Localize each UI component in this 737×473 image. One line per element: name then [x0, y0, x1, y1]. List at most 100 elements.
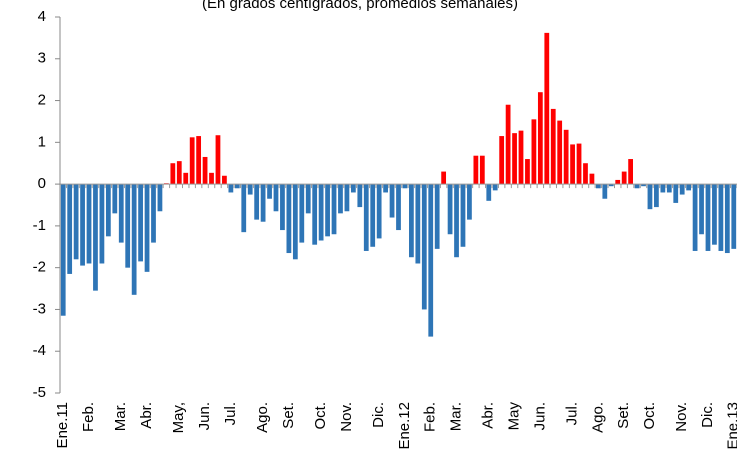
bar — [202, 156, 208, 185]
y-tick-label: 2 — [38, 92, 46, 109]
bar — [215, 135, 221, 185]
bar — [383, 184, 388, 193]
x-tick-label: Mar. — [447, 402, 464, 431]
x-tick-label: Dic. — [370, 402, 387, 428]
bar — [241, 184, 247, 233]
bar — [525, 159, 530, 185]
bar — [505, 104, 511, 185]
bar — [673, 184, 679, 203]
x-tick-label: Feb. — [80, 402, 97, 432]
x-tick-label: Feb. — [422, 402, 439, 432]
bar — [209, 172, 214, 185]
y-tick-label: -2 — [33, 259, 46, 276]
bar — [144, 184, 150, 272]
x-tick-label: Jun. — [196, 402, 213, 430]
bar — [570, 144, 575, 185]
bar — [583, 163, 588, 185]
bar — [305, 184, 311, 214]
bar — [608, 184, 614, 187]
bar — [292, 184, 298, 260]
bar — [409, 184, 414, 258]
x-tick-label: Ene.11 — [54, 402, 71, 448]
x-tick-label: Abr. — [138, 402, 155, 429]
x-tick-label: Abr. — [480, 402, 497, 429]
bar — [350, 184, 356, 193]
x-tick-label: Jul. — [564, 402, 581, 425]
bar — [228, 184, 234, 193]
bar — [267, 184, 272, 199]
bar — [699, 184, 704, 235]
bar — [402, 184, 408, 189]
bar — [557, 120, 563, 185]
bar — [273, 184, 279, 212]
bar — [299, 184, 305, 243]
bar — [544, 32, 550, 185]
bar — [454, 184, 459, 258]
bar — [441, 171, 447, 185]
x-tick-label: May, — [170, 402, 187, 433]
bar — [537, 92, 543, 185]
bar — [112, 184, 118, 214]
bar — [518, 130, 524, 185]
bar — [118, 184, 124, 243]
bar — [615, 179, 621, 185]
bar — [666, 184, 672, 193]
bar — [138, 184, 143, 262]
bar — [105, 184, 111, 237]
x-tick-label: Oct. — [312, 402, 329, 430]
bar — [357, 184, 363, 208]
bar — [550, 108, 556, 185]
bar — [260, 184, 266, 222]
bar — [499, 136, 505, 185]
bar — [312, 184, 318, 245]
bar — [731, 184, 737, 249]
bar — [486, 184, 492, 201]
bar — [176, 161, 182, 185]
bar — [428, 184, 434, 337]
bar — [363, 184, 369, 251]
bar — [641, 184, 646, 187]
bar — [492, 184, 498, 191]
bar — [170, 163, 176, 185]
bar — [67, 184, 73, 274]
bar — [157, 184, 163, 212]
bar — [686, 184, 692, 191]
x-tick-label: Nov. — [673, 402, 690, 432]
bar — [318, 184, 324, 241]
bar — [60, 184, 66, 316]
bar — [718, 184, 724, 251]
bar — [222, 175, 227, 185]
bar — [415, 184, 421, 264]
bar — [131, 184, 137, 295]
bar — [125, 184, 131, 268]
x-tick-label: Ene.12 — [396, 402, 413, 450]
bar — [460, 184, 466, 247]
bar — [344, 184, 350, 212]
bar — [473, 155, 479, 185]
bar — [254, 184, 260, 220]
bar — [512, 133, 517, 185]
bar — [434, 184, 440, 249]
bar — [389, 184, 395, 218]
x-tick-label: May — [506, 402, 523, 431]
bar — [447, 184, 453, 235]
x-tick-label: Oct. — [641, 402, 658, 430]
x-tick-label: Jun. — [531, 402, 548, 430]
x-tick-label: Dic. — [699, 402, 716, 428]
bar — [647, 184, 653, 210]
x-tick-label: Ago. — [254, 402, 271, 433]
bar — [595, 184, 601, 189]
bar — [280, 184, 285, 231]
x-tick-label: Nov. — [338, 402, 355, 432]
bar — [724, 184, 730, 254]
bar — [576, 143, 582, 185]
bar — [479, 155, 485, 185]
bar — [331, 184, 337, 235]
bar — [247, 184, 253, 195]
x-tick-label: Jul. — [222, 402, 239, 425]
bar — [99, 184, 105, 264]
y-tick-label: 1 — [38, 133, 46, 150]
bar — [86, 184, 92, 264]
bar — [286, 184, 292, 254]
